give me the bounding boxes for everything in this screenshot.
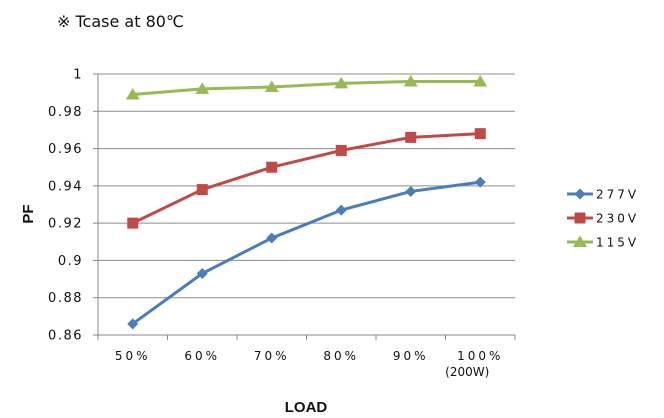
y-tick-label: 0.94 (48, 179, 83, 194)
data-point-0-1 (196, 267, 208, 279)
data-point-0-4 (405, 185, 417, 197)
series-group (125, 74, 488, 330)
data-point-1-3 (335, 144, 347, 156)
y-tick-label: 0.96 (48, 142, 83, 157)
series-line-0 (131, 180, 481, 326)
legend-label-1: 230V (596, 212, 639, 226)
data-point-2-3 (334, 76, 349, 89)
legend-label-0: 277V (596, 188, 639, 202)
y-tick-label: 1 (73, 68, 83, 83)
data-point-2-5 (473, 74, 488, 87)
y-tick-label: 0.9 (58, 254, 83, 269)
y-axis-title: PF (20, 204, 37, 223)
legend-marker-2 (573, 235, 587, 247)
x-tick-labels: 50% 60% 70% 80% 90% 100% (200W) (115, 349, 503, 379)
legend: 277V 230V 115V (567, 188, 639, 250)
y-tick-label: 0.88 (48, 291, 83, 306)
y-tick-label: 0.98 (48, 105, 83, 120)
data-point-0-5 (474, 176, 486, 188)
x-tick-sublabel: (200W) (445, 365, 489, 379)
data-point-1-2 (266, 161, 278, 173)
data-point-2-0 (125, 88, 140, 100)
x-tick-label: 100% (457, 349, 503, 363)
x-tick-label: 50% (115, 349, 151, 363)
x-tick-label: 60% (184, 349, 220, 363)
chart-note: ※ Tcase at 80℃ (57, 12, 184, 31)
y-tick-labels: 0.86 0.88 0.9 0.92 0.94 0.96 0.98 1 (48, 68, 83, 344)
y-tick-label: 0.86 (48, 329, 83, 344)
legend-marker-0 (574, 188, 586, 200)
x-tick-label: 80% (323, 349, 359, 363)
data-point-2-4 (403, 74, 418, 87)
data-point-0-3 (335, 204, 347, 216)
data-point-0-0 (127, 318, 139, 330)
data-point-1-1 (196, 184, 208, 196)
legend-marker-1 (574, 212, 586, 224)
data-point-2-1 (195, 82, 210, 94)
data-point-1-0 (127, 217, 139, 229)
data-point-1-5 (474, 128, 486, 140)
series-line-2 (132, 79, 481, 97)
y-tick-label: 0.92 (48, 217, 83, 232)
data-point-0-2 (266, 232, 278, 244)
x-axis-title: LOAD (285, 399, 328, 416)
axes (93, 73, 516, 340)
x-tick-label: 90% (393, 349, 429, 363)
series-line-1 (132, 132, 481, 225)
data-point-1-4 (405, 131, 417, 143)
x-tick-label: 70% (254, 349, 290, 363)
legend-label-2: 115V (596, 236, 639, 250)
data-point-2-2 (264, 80, 279, 93)
